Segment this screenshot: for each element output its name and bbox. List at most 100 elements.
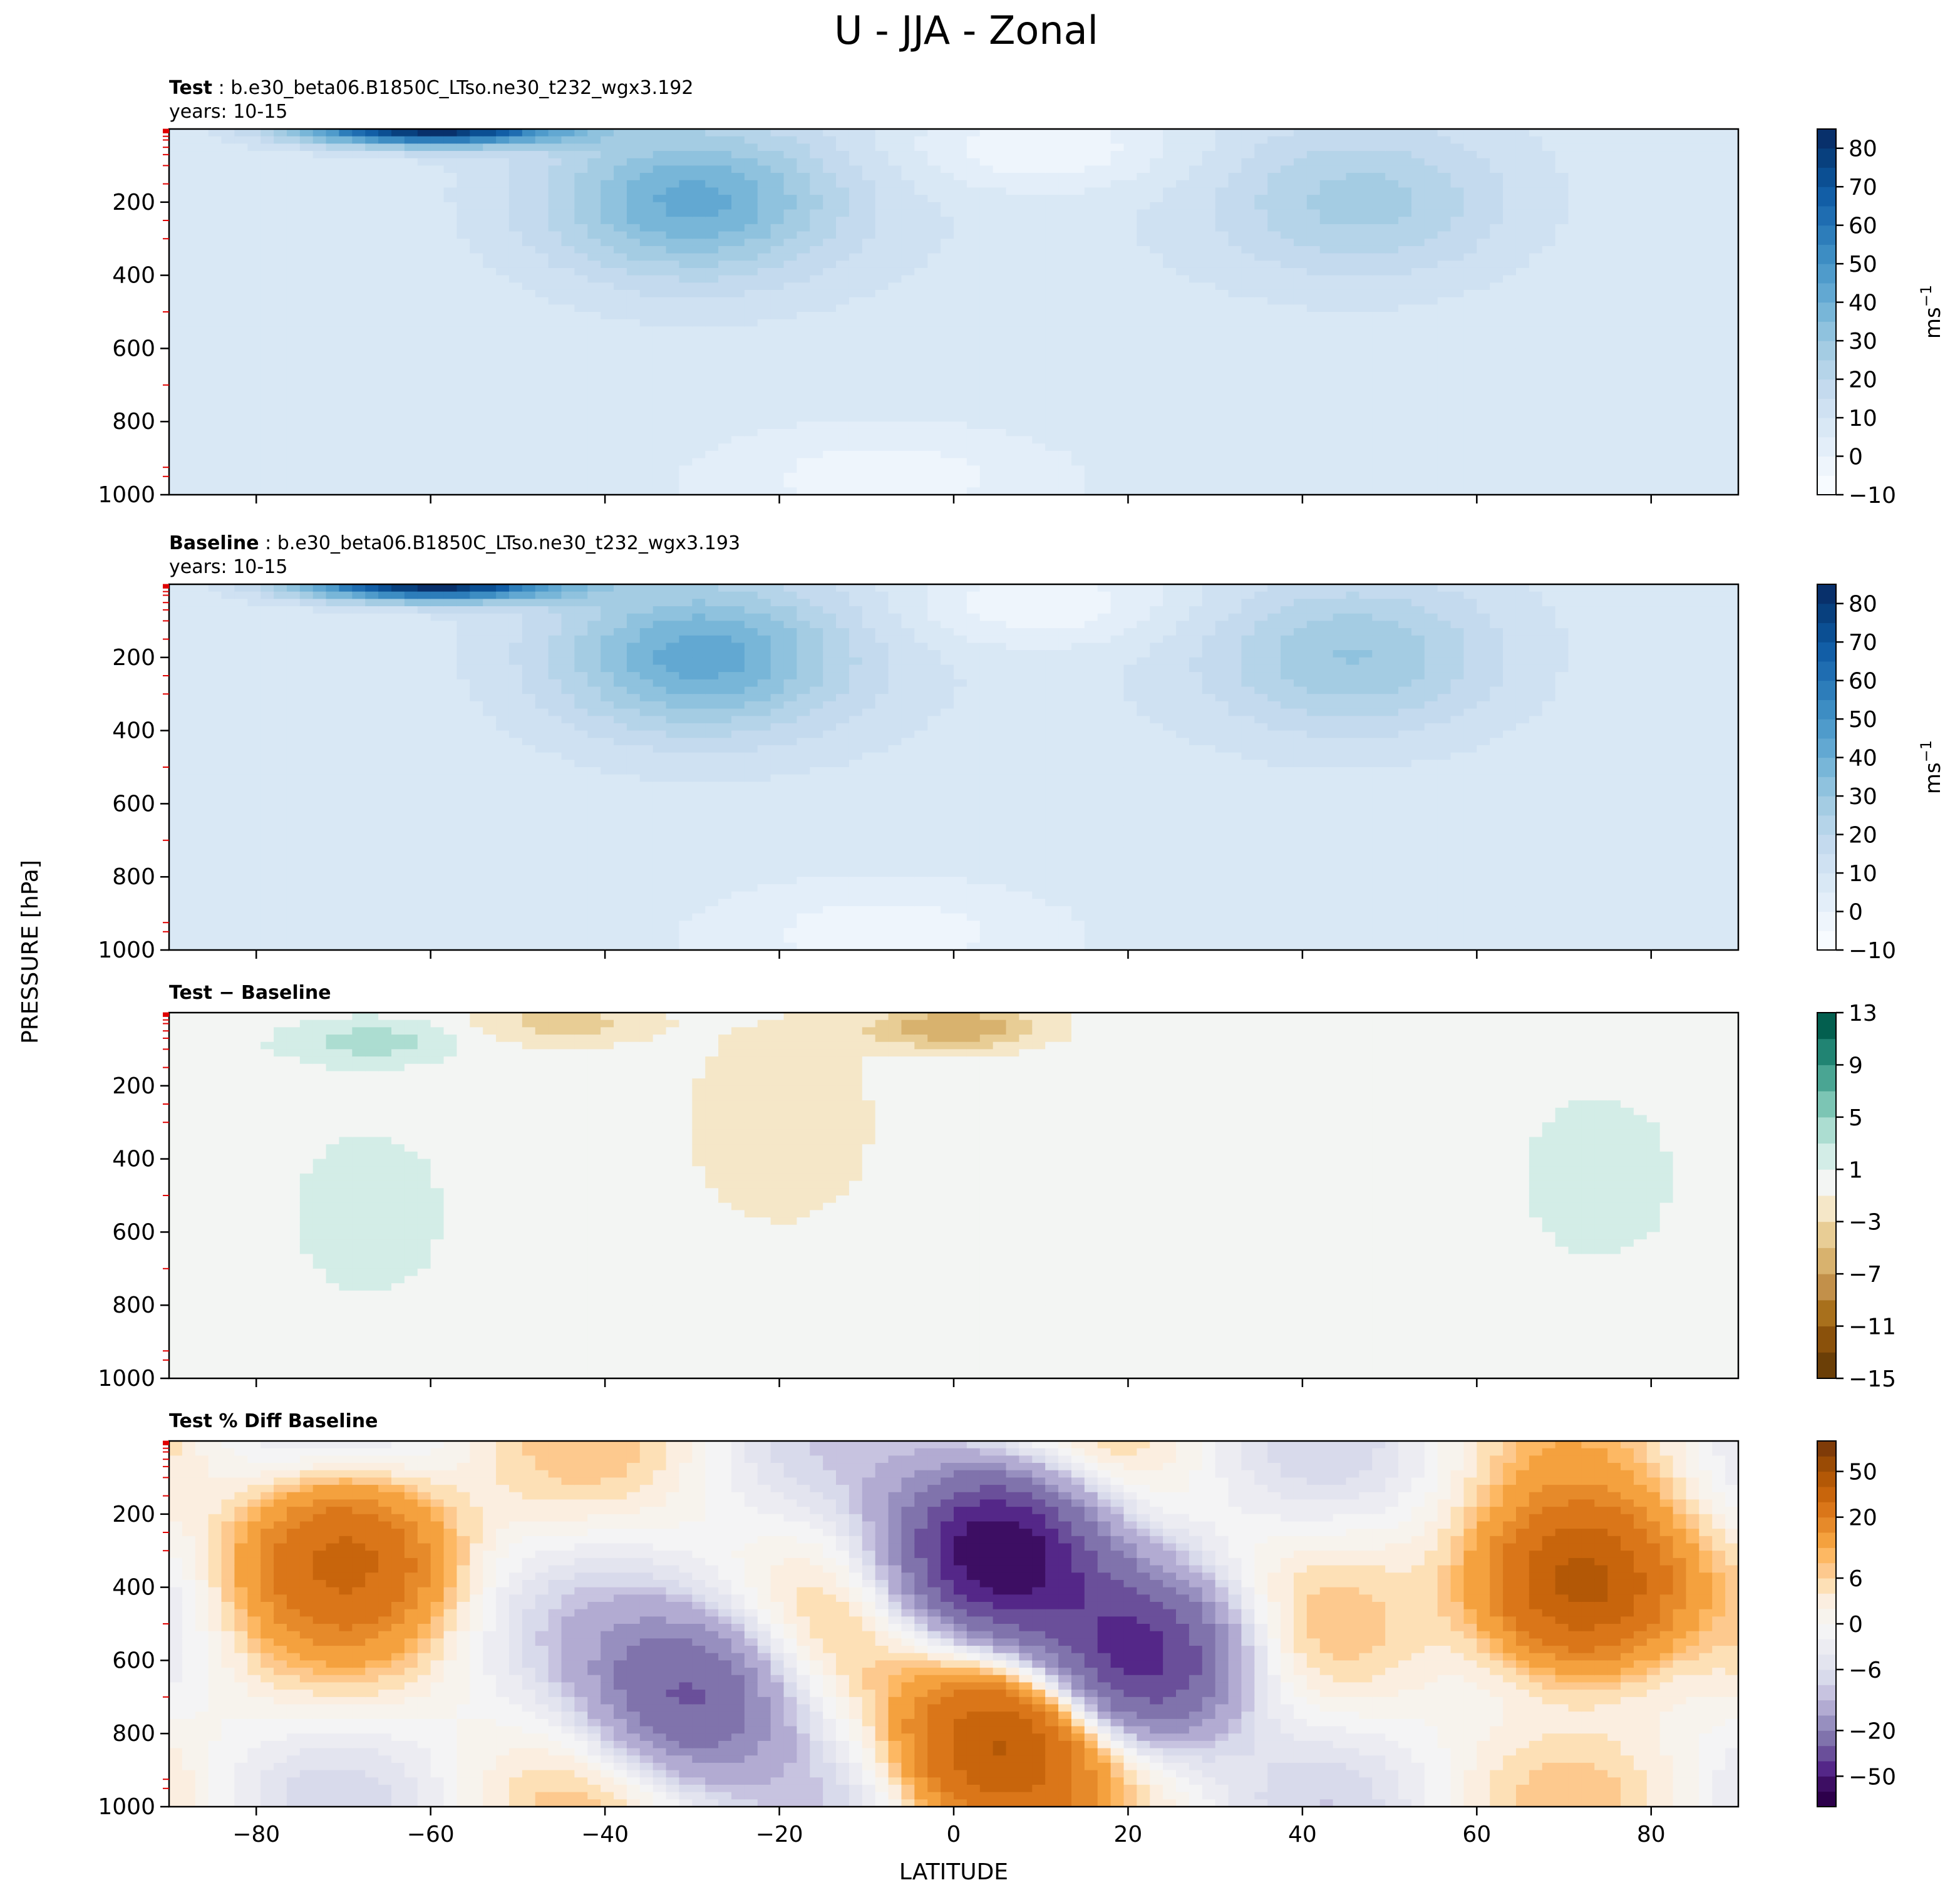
field-cell	[1215, 326, 1229, 334]
field-cell	[1123, 370, 1137, 378]
field-cell	[1150, 356, 1163, 363]
field-cell	[1045, 334, 1058, 341]
field-cell	[1333, 165, 1346, 173]
field-cell	[209, 276, 222, 283]
field-cell	[1032, 202, 1045, 210]
field-cell	[1189, 239, 1202, 246]
field-cell	[705, 239, 718, 246]
field-cell	[365, 195, 378, 202]
field-cell	[1111, 341, 1124, 349]
field-cell	[941, 217, 954, 224]
field-cell	[941, 415, 954, 422]
field-cell	[1085, 173, 1098, 180]
field-cell	[260, 385, 274, 393]
field-cell	[1215, 224, 1229, 232]
field-cell	[810, 370, 823, 378]
field-cell	[797, 415, 810, 422]
field-cell	[339, 415, 352, 422]
field-cell	[967, 232, 980, 239]
field-cell	[627, 480, 640, 488]
field-cell	[365, 246, 378, 254]
field-cell	[300, 282, 313, 290]
field-cell	[967, 326, 980, 334]
field-cell	[889, 276, 902, 283]
field-cell	[1307, 385, 1320, 393]
field-cell	[313, 297, 326, 305]
field-cell	[169, 180, 182, 188]
field-cell	[391, 304, 405, 312]
field-cell	[1411, 158, 1425, 166]
field-cell	[1320, 254, 1333, 261]
field-cell	[653, 232, 666, 239]
field-cell	[797, 480, 810, 488]
field-cell	[1385, 143, 1398, 151]
field-cell	[1346, 268, 1359, 276]
field-cell	[771, 458, 784, 466]
field-cell	[731, 319, 745, 327]
field-cell	[771, 319, 784, 327]
field-cell	[889, 443, 902, 451]
field-cell	[1032, 407, 1045, 415]
field-cell	[1241, 407, 1254, 415]
field-cell	[993, 282, 1006, 290]
field-cell	[1215, 429, 1229, 436]
field-cell	[549, 158, 562, 166]
field-cell	[1123, 217, 1137, 224]
field-cell	[405, 151, 418, 158]
field-cell	[1215, 473, 1229, 480]
field-cell	[1176, 319, 1189, 327]
field-cell	[666, 261, 679, 268]
field-cell	[1359, 202, 1372, 210]
field-cell	[1398, 436, 1411, 444]
field-cell	[405, 326, 418, 334]
field-cell	[771, 232, 784, 239]
field-cell	[222, 392, 235, 400]
field-cell	[1385, 173, 1398, 180]
field-cell	[195, 297, 209, 305]
field-cell	[522, 400, 535, 407]
field-cell	[1241, 246, 1254, 254]
field-cell	[1045, 458, 1058, 466]
field-cell	[1241, 480, 1254, 488]
field-cell	[967, 451, 980, 458]
field-cell	[1333, 363, 1346, 371]
field-cell	[875, 290, 889, 297]
field-cell	[1254, 232, 1267, 239]
field-cell	[601, 341, 614, 349]
field-cell	[705, 334, 718, 341]
field-cell	[901, 254, 914, 261]
field-cell	[1189, 282, 1202, 290]
field-cell	[456, 326, 470, 334]
field-cell	[941, 465, 954, 473]
field-cell	[1019, 385, 1032, 393]
field-cell	[849, 304, 862, 312]
field-cell	[705, 143, 718, 151]
field-cell	[980, 276, 993, 283]
field-cell	[169, 143, 182, 151]
field-cell	[627, 334, 640, 341]
field-cell	[705, 282, 718, 290]
field-cell	[169, 415, 182, 422]
field-cell	[587, 473, 601, 480]
field-cell	[562, 370, 575, 378]
field-cell	[1123, 165, 1137, 173]
field-cell	[313, 363, 326, 371]
field-cell	[875, 458, 889, 466]
field-cell	[431, 304, 444, 312]
field-cell	[1294, 465, 1307, 473]
field-cell	[784, 268, 797, 276]
field-cell	[339, 443, 352, 451]
field-cell	[1019, 429, 1032, 436]
field-cell	[679, 297, 692, 305]
field-cell	[405, 415, 418, 422]
field-cell	[601, 143, 614, 151]
field-cell	[352, 297, 365, 305]
field-cell	[1006, 282, 1019, 290]
field-cell	[614, 165, 627, 173]
field-cell	[391, 443, 405, 451]
field-cell	[1320, 187, 1333, 195]
field-cell	[640, 282, 653, 290]
field-cell	[692, 290, 705, 297]
field-cell	[535, 473, 549, 480]
field-cell	[1150, 334, 1163, 341]
